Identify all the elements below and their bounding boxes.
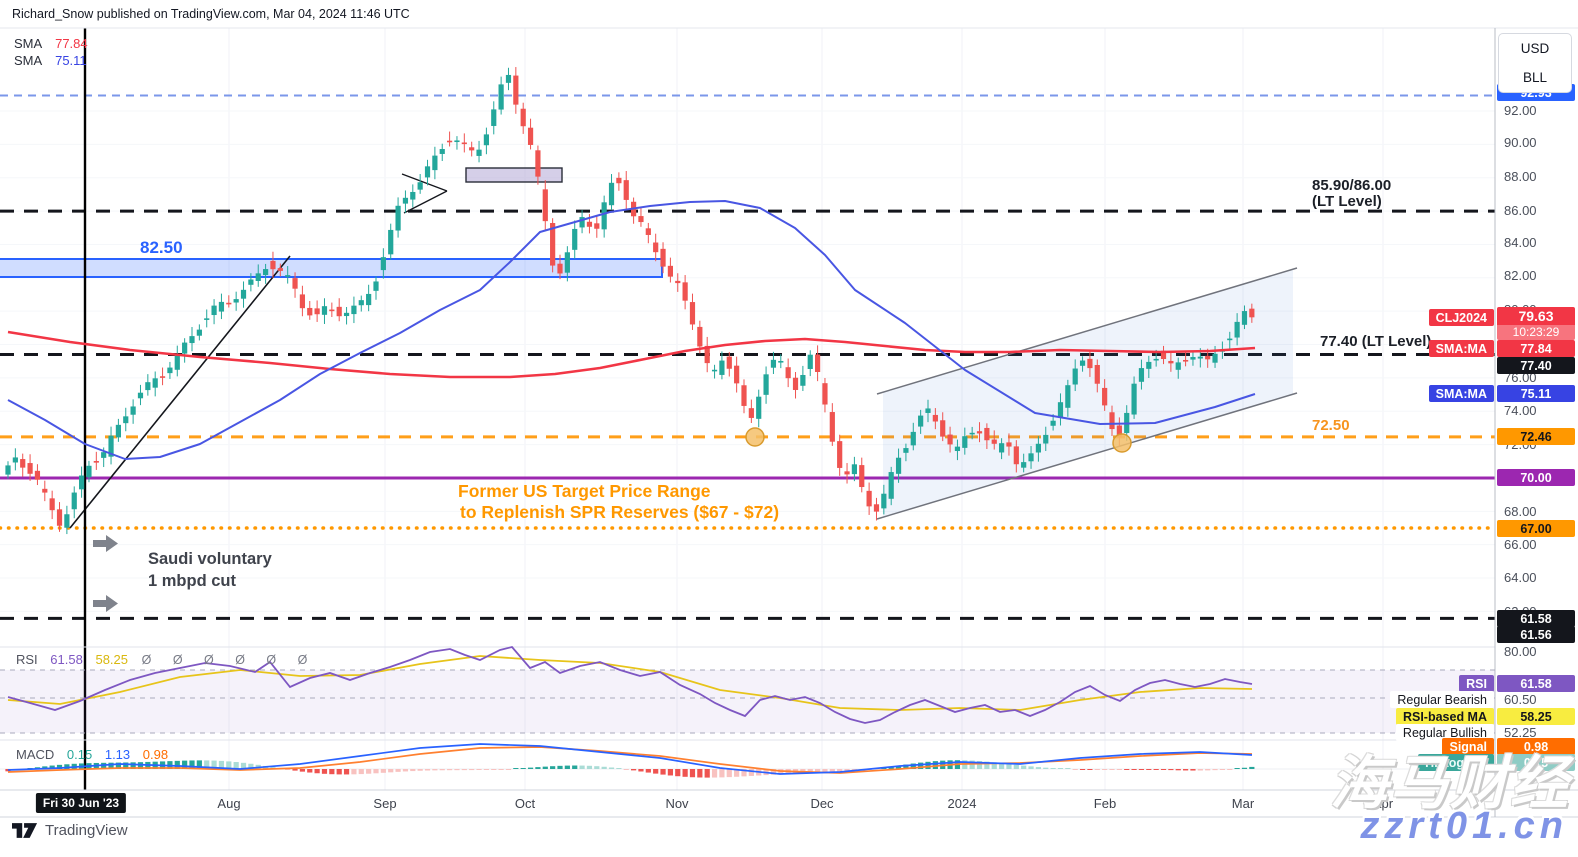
last-price-badge: 79.63 10:23:29 [1497,307,1575,340]
tradingview-brand-text: TradingView [45,822,128,839]
macd-line-value: 1.13 [104,747,131,762]
event-date-badge: Fri 30 Jun '23 [35,793,127,813]
rsi-hidden-params: Ø Ø Ø Ø Ø Ø [141,653,317,667]
legend-label: SMA [14,53,42,68]
tradingview-logo-icon [12,823,38,838]
legend-row-sma-slow[interactable]: SMA 75.11 [14,53,87,68]
legend-value: 75.11 [55,53,87,68]
spr-note-line2: to Replenish SPR Reserves ($67 - $72) [460,502,780,522]
macd-pane-header[interactable]: MACD 0.15 1.13 0.98 [16,747,168,762]
lt-level-77-label: 77.40 (LT Level) [1320,333,1432,350]
rsi-title: RSI [16,652,38,667]
right-arrow-icon [93,595,118,612]
lt-level-86-sub: (LT Level) [1312,193,1382,210]
legend-row-sma-fast[interactable]: SMA 77.84 [14,36,88,51]
macd-hist-value: 0.15 [66,747,93,762]
zone-82-50-label: 82.50 [140,238,183,257]
watermark-site: zzrt01.cn [1360,805,1568,847]
macd-title: MACD [16,747,55,762]
saudi-note-line1: Saudi voluntary [148,550,272,568]
unit-toggle[interactable]: USD BLL [1498,33,1572,93]
legend-label: SMA [14,36,42,51]
tradingview-brand[interactable]: TradingView [12,822,128,839]
level-72-50-label: 72.50 [1312,417,1350,434]
macd-signal-value: 0.98 [142,747,169,762]
saudi-cut-note: Saudi voluntary 1 mbpd cut [148,548,272,592]
currency-button[interactable]: USD [1520,41,1550,56]
countdown-timer: 10:23:29 [1497,325,1575,340]
unit-button[interactable]: BLL [1522,70,1548,85]
last-price: 79.63 [1497,307,1575,325]
lt-level-86-price: 85.90/86.00 [1312,177,1392,194]
saudi-note-line2: 1 mbpd cut [148,572,237,590]
symbol-badge: CLJ2024 [1428,309,1494,326]
rsi-pane-header[interactable]: RSI 61.58 58.25 Ø Ø Ø Ø Ø Ø [16,652,316,667]
published-byline: Richard_Snow published on TradingView.co… [12,7,410,21]
lt-level-86-label: 85.90/86.00 (LT Level) [1312,178,1391,210]
symbol-name: CLJ2024 [1435,310,1487,325]
rsi-ma-value: 58.25 [95,652,129,667]
legend-value: 77.84 [55,36,88,51]
rsi-value: 61.58 [50,652,83,667]
right-arrow-icon [93,535,118,552]
spr-note: Former US Target Price Range to Replenis… [458,481,779,523]
spr-note-line1: Former US Target Price Range [458,481,711,501]
